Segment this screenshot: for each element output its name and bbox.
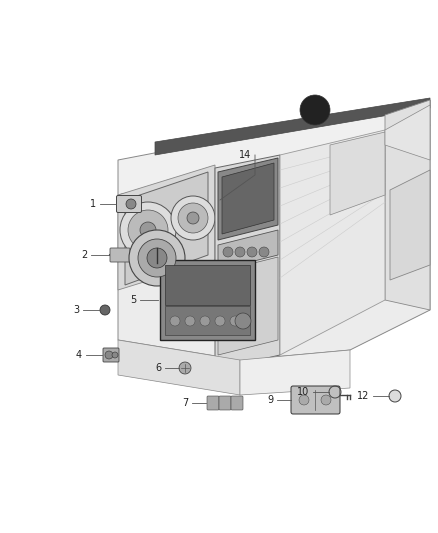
- Polygon shape: [215, 155, 280, 370]
- Circle shape: [129, 230, 185, 286]
- Circle shape: [138, 239, 176, 277]
- Text: 1: 1: [90, 199, 96, 209]
- Circle shape: [100, 305, 110, 315]
- Text: 2: 2: [81, 250, 87, 260]
- Text: 9: 9: [267, 395, 273, 405]
- Circle shape: [178, 203, 208, 233]
- Text: 12: 12: [357, 391, 369, 401]
- Text: 3: 3: [73, 305, 79, 315]
- Circle shape: [235, 313, 251, 329]
- FancyBboxPatch shape: [219, 396, 231, 410]
- Circle shape: [235, 247, 245, 257]
- Text: 5: 5: [130, 295, 136, 305]
- FancyBboxPatch shape: [117, 196, 141, 213]
- Circle shape: [179, 362, 191, 374]
- Polygon shape: [118, 125, 430, 360]
- Circle shape: [321, 395, 331, 405]
- Polygon shape: [222, 163, 274, 234]
- Circle shape: [187, 212, 199, 224]
- Text: 6: 6: [155, 363, 161, 373]
- Circle shape: [112, 352, 118, 358]
- Circle shape: [223, 247, 233, 257]
- Polygon shape: [165, 265, 250, 305]
- Polygon shape: [240, 350, 350, 395]
- Circle shape: [126, 199, 136, 209]
- Circle shape: [200, 316, 210, 326]
- Polygon shape: [390, 170, 430, 280]
- Polygon shape: [280, 130, 385, 355]
- Circle shape: [120, 202, 176, 258]
- FancyBboxPatch shape: [103, 348, 119, 362]
- Polygon shape: [330, 132, 385, 215]
- Polygon shape: [118, 100, 430, 195]
- Polygon shape: [155, 98, 430, 155]
- Circle shape: [105, 351, 113, 359]
- Text: 10: 10: [297, 387, 309, 397]
- Circle shape: [389, 390, 401, 402]
- FancyBboxPatch shape: [207, 396, 219, 410]
- Circle shape: [299, 395, 309, 405]
- Circle shape: [171, 196, 215, 240]
- Circle shape: [259, 247, 269, 257]
- Polygon shape: [218, 158, 278, 240]
- Text: 7: 7: [182, 398, 188, 408]
- Polygon shape: [118, 340, 240, 395]
- Circle shape: [128, 210, 168, 250]
- Circle shape: [147, 248, 167, 268]
- FancyBboxPatch shape: [231, 396, 243, 410]
- Circle shape: [247, 247, 257, 257]
- Polygon shape: [218, 230, 278, 270]
- Polygon shape: [125, 172, 208, 285]
- Text: 14: 14: [239, 150, 251, 160]
- Circle shape: [215, 316, 225, 326]
- Polygon shape: [218, 257, 278, 355]
- Text: 4: 4: [76, 350, 82, 360]
- Polygon shape: [385, 100, 430, 310]
- Circle shape: [140, 222, 156, 238]
- Polygon shape: [160, 260, 255, 340]
- FancyBboxPatch shape: [291, 386, 340, 414]
- Polygon shape: [118, 165, 215, 290]
- Circle shape: [300, 95, 330, 125]
- FancyBboxPatch shape: [110, 248, 130, 262]
- Circle shape: [230, 316, 240, 326]
- Circle shape: [170, 316, 180, 326]
- Polygon shape: [385, 105, 430, 160]
- Polygon shape: [165, 306, 250, 335]
- Circle shape: [185, 316, 195, 326]
